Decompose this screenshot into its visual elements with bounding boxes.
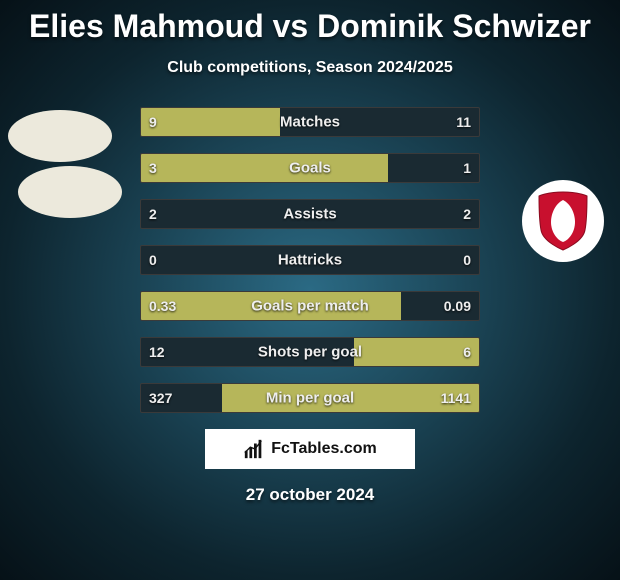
- stat-fill-left: [141, 154, 388, 182]
- stats-bar-list: 9 11 Matches 3 1 Goals 2 2 Assists 0 0 Hattricks 0.3…: [140, 107, 480, 413]
- stat-row: 2 2 Assists: [140, 199, 480, 229]
- player1-avatar-placeholder-2: [18, 166, 122, 218]
- stat-value-left: 0: [149, 252, 157, 268]
- stat-value-right: 0: [463, 252, 471, 268]
- stat-row: 12 6 Shots per goal: [140, 337, 480, 367]
- stat-value-right: 1: [463, 160, 471, 176]
- stat-row: 327 1141 Min per goal: [140, 383, 480, 413]
- stat-value-right: 1141: [441, 390, 471, 406]
- stat-value-right: 2: [463, 206, 471, 222]
- stat-value-left: 327: [149, 390, 172, 406]
- stat-value-right: 11: [456, 114, 471, 130]
- stat-label: Min per goal: [266, 390, 354, 407]
- stat-label: Hattricks: [278, 252, 342, 269]
- stat-value-left: 12: [149, 344, 165, 360]
- stat-value-right: 6: [463, 344, 471, 360]
- stat-fill-left: [141, 108, 280, 136]
- stat-row: 0.33 0.09 Goals per match: [140, 291, 480, 321]
- stat-value-left: 0.33: [149, 298, 176, 314]
- stat-label: Shots per goal: [258, 344, 362, 361]
- shield-icon: [535, 190, 591, 252]
- stat-row: 3 1 Goals: [140, 153, 480, 183]
- stat-label: Matches: [280, 114, 340, 131]
- stat-label: Goals per match: [251, 298, 369, 315]
- stat-label: Assists: [283, 206, 336, 223]
- brand-text: FcTables.com: [271, 440, 377, 458]
- date-label: 27 october 2024: [0, 485, 620, 505]
- player2-club-badge: [522, 180, 604, 262]
- player1-avatar-placeholder: [8, 110, 112, 162]
- subtitle: Club competitions, Season 2024/2025: [0, 59, 620, 77]
- stat-value-left: 9: [149, 114, 157, 130]
- stat-value-right: 0.09: [444, 298, 471, 314]
- stat-value-left: 3: [149, 160, 157, 176]
- page-title: Elies Mahmoud vs Dominik Schwizer: [0, 0, 620, 45]
- stat-fill-right: [354, 338, 479, 366]
- stat-row: 9 11 Matches: [140, 107, 480, 137]
- stat-row: 0 0 Hattricks: [140, 245, 480, 275]
- stat-label: Goals: [289, 160, 331, 177]
- brand-badge: FcTables.com: [205, 429, 415, 469]
- stat-value-left: 2: [149, 206, 157, 222]
- chart-icon: [243, 438, 265, 460]
